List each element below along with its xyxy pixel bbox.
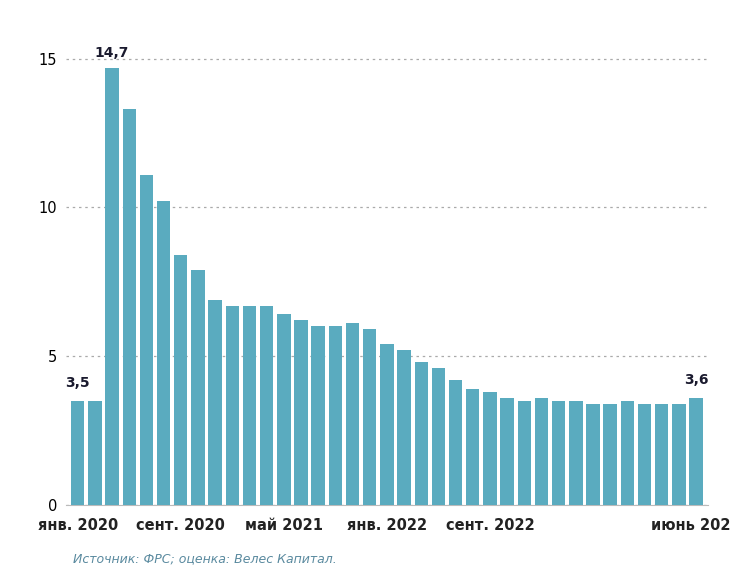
Bar (415, 362, 428, 505)
Bar (277, 314, 291, 505)
Bar (466, 389, 480, 505)
Bar (174, 255, 188, 505)
Bar (620, 401, 634, 505)
Bar (689, 398, 703, 505)
Bar (586, 404, 600, 505)
Text: 3,6: 3,6 (684, 373, 708, 387)
Bar (71, 401, 85, 505)
Bar (431, 368, 445, 505)
Bar (312, 327, 325, 505)
Bar (260, 306, 273, 505)
Bar (139, 175, 153, 505)
Bar (88, 401, 101, 505)
Bar (518, 401, 531, 505)
Bar (449, 380, 462, 505)
Bar (483, 392, 496, 505)
Bar (294, 320, 308, 505)
Text: Источник: ФРС; оценка: Велес Капитал.: Источник: ФРС; оценка: Велес Капитал. (73, 553, 337, 566)
Bar (363, 329, 377, 505)
Bar (328, 327, 342, 505)
Bar (226, 306, 239, 505)
Bar (397, 350, 411, 505)
Bar (638, 404, 651, 505)
Bar (672, 404, 685, 505)
Text: 3,5: 3,5 (66, 376, 90, 390)
Bar (157, 201, 170, 505)
Bar (569, 401, 583, 505)
Bar (105, 68, 119, 505)
Bar (535, 398, 548, 505)
Bar (346, 323, 359, 505)
Bar (552, 401, 565, 505)
Bar (191, 270, 204, 505)
Bar (209, 299, 222, 505)
Bar (604, 404, 617, 505)
Bar (243, 306, 256, 505)
Bar (655, 404, 669, 505)
Bar (380, 344, 393, 505)
Bar (123, 110, 136, 505)
Bar (501, 398, 514, 505)
Text: 14,7: 14,7 (95, 46, 129, 60)
